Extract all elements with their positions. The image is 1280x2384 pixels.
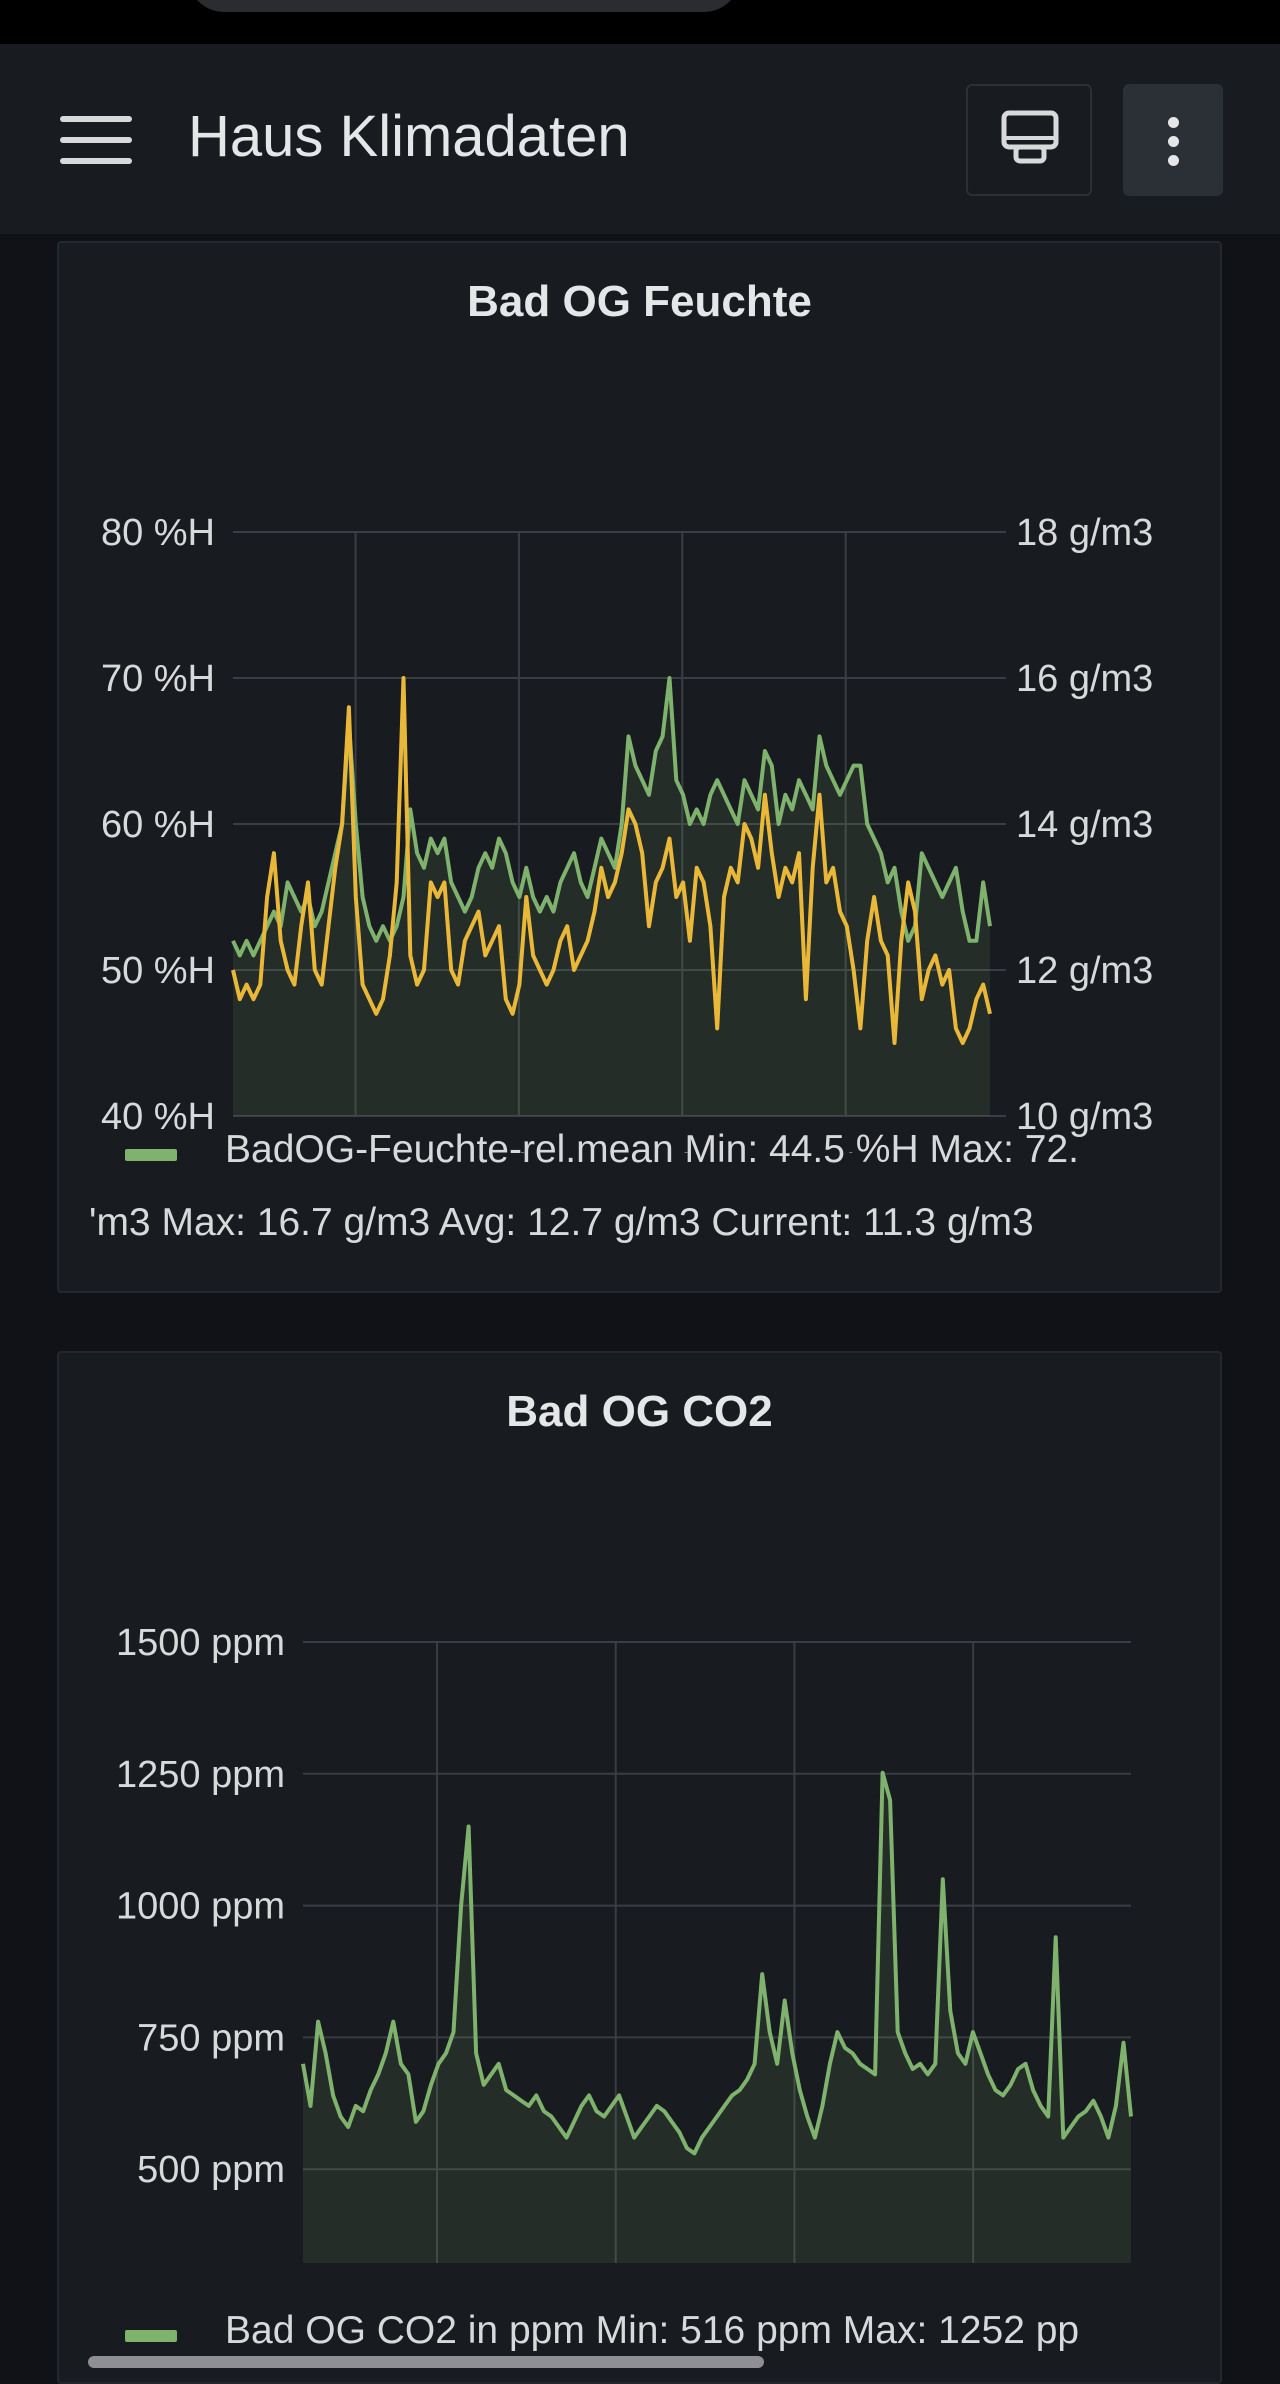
x-tick-label: 06/05 — [471, 1147, 566, 1153]
y-tick-label: 750 ppm — [137, 2017, 285, 2059]
series-area — [303, 1772, 1131, 2263]
y-tick-label: 1500 ppm — [116, 1622, 285, 1664]
y-tick-label: 70 %H — [101, 658, 215, 700]
tv-mode-button[interactable] — [966, 84, 1092, 196]
y-right-tick-label: 10 g/m3 — [1016, 1096, 1153, 1138]
panel-title: Bad OG CO2 — [506, 1387, 773, 1436]
humidity-panel: Bad OG Feuchte 40 %H 50 %H 60 %H 70 %H 80 %H… — [57, 241, 1222, 1293]
status-bar — [0, 0, 1280, 44]
panel-title: Bad OG Feuchte — [467, 277, 812, 326]
x-tick-label: 06/11 — [800, 1147, 892, 1153]
series-line — [231, 676, 992, 1045]
humidity-chart: 40 %H 50 %H 60 %H 70 %H 80 %H 10 g/m3 12 g/m3 1… — [101, 512, 1153, 1153]
legend-line[interactable]: 'm3 Max: 16.7 g/m3 Avg: 12.7 g/m3 Curren… — [89, 1201, 1034, 1244]
y-right-tick-label: 18 g/m3 — [1016, 512, 1153, 554]
hamburger-menu-icon[interactable] — [60, 116, 134, 166]
x-tick-label: 06/02 — [308, 1147, 403, 1153]
camera-notch — [188, 0, 740, 12]
y-tick-label: 40 %H — [101, 1096, 215, 1138]
y-tick-label: 80 %H — [101, 512, 215, 554]
series-line — [231, 676, 992, 958]
more-options-button[interactable] — [1123, 84, 1223, 196]
y-right-tick-label: 16 g/m3 — [1016, 658, 1153, 700]
y-tick-label: 50 %H — [101, 950, 215, 992]
y-tick-label: 500 ppm — [137, 2149, 285, 2191]
horizontal-scrollbar[interactable] — [88, 2356, 764, 2368]
y-right-tick-label: 14 g/m3 — [1016, 804, 1153, 846]
series-line — [301, 1770, 1133, 2156]
legend-line[interactable]: Bad OG CO2 in ppm Min: 516 ppm Max: 1252… — [225, 2309, 1080, 2352]
legend-line[interactable]: BadOG-Feuchte-rel.mean Min: 44.5 %H Max:… — [225, 1128, 1080, 1171]
y-tick-label: 1250 ppm — [116, 1754, 285, 1796]
y-tick-label: 60 %H — [101, 804, 215, 846]
y-tick-label: 1000 ppm — [116, 1886, 285, 1928]
dashboard-title: Haus Klimadaten — [188, 104, 630, 169]
legend-swatch — [125, 1149, 177, 1161]
y-right-tick-label: 12 g/m3 — [1016, 950, 1153, 992]
legend-swatch — [125, 2330, 177, 2342]
monitor-icon — [1001, 110, 1059, 164]
x-tick-label: 06/08 — [635, 1147, 730, 1153]
